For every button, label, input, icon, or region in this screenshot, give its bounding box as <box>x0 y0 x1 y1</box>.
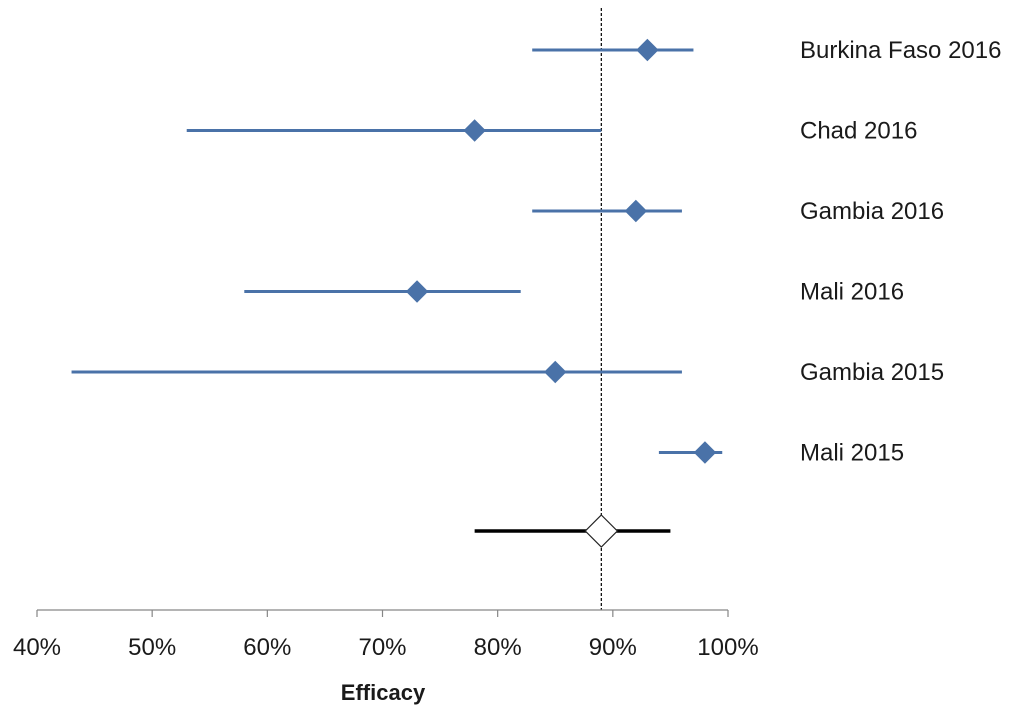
x-tick-label: 100% <box>697 634 758 661</box>
point-estimate-marker <box>544 360 567 384</box>
point-estimate-marker <box>693 441 717 464</box>
x-tick-label: 90% <box>589 634 637 661</box>
study-row: Gambia 2015 <box>71 359 944 386</box>
study-row: Mali 2016 <box>244 279 904 306</box>
study-label: Mali 2015 <box>800 440 904 467</box>
x-tick-label: 40% <box>13 634 61 661</box>
study-row: Mali 2015 <box>658 440 904 467</box>
x-tick-label: 50% <box>128 634 176 661</box>
point-estimate-marker <box>636 38 659 62</box>
study-row: Gambia 2016 <box>532 198 944 225</box>
study-label: Mali 2016 <box>800 279 904 306</box>
x-tick-label: 60% <box>243 634 291 661</box>
x-tick-label: 70% <box>358 634 406 661</box>
study-row: Burkina Faso 2016 <box>532 37 1001 64</box>
study-label: Chad 2016 <box>800 118 917 145</box>
point-estimate-marker <box>624 199 648 223</box>
study-label: Gambia 2016 <box>800 198 944 225</box>
study-label: Burkina Faso 2016 <box>800 37 1001 64</box>
x-axis-title: Efficacy <box>341 680 426 705</box>
study-row: Chad 2016 <box>186 118 917 145</box>
point-estimate-marker <box>405 280 429 303</box>
study-label: Gambia 2015 <box>800 359 944 386</box>
x-tick-label: 80% <box>474 634 522 661</box>
summary-diamond <box>584 514 619 548</box>
point-estimate-marker <box>463 119 486 142</box>
